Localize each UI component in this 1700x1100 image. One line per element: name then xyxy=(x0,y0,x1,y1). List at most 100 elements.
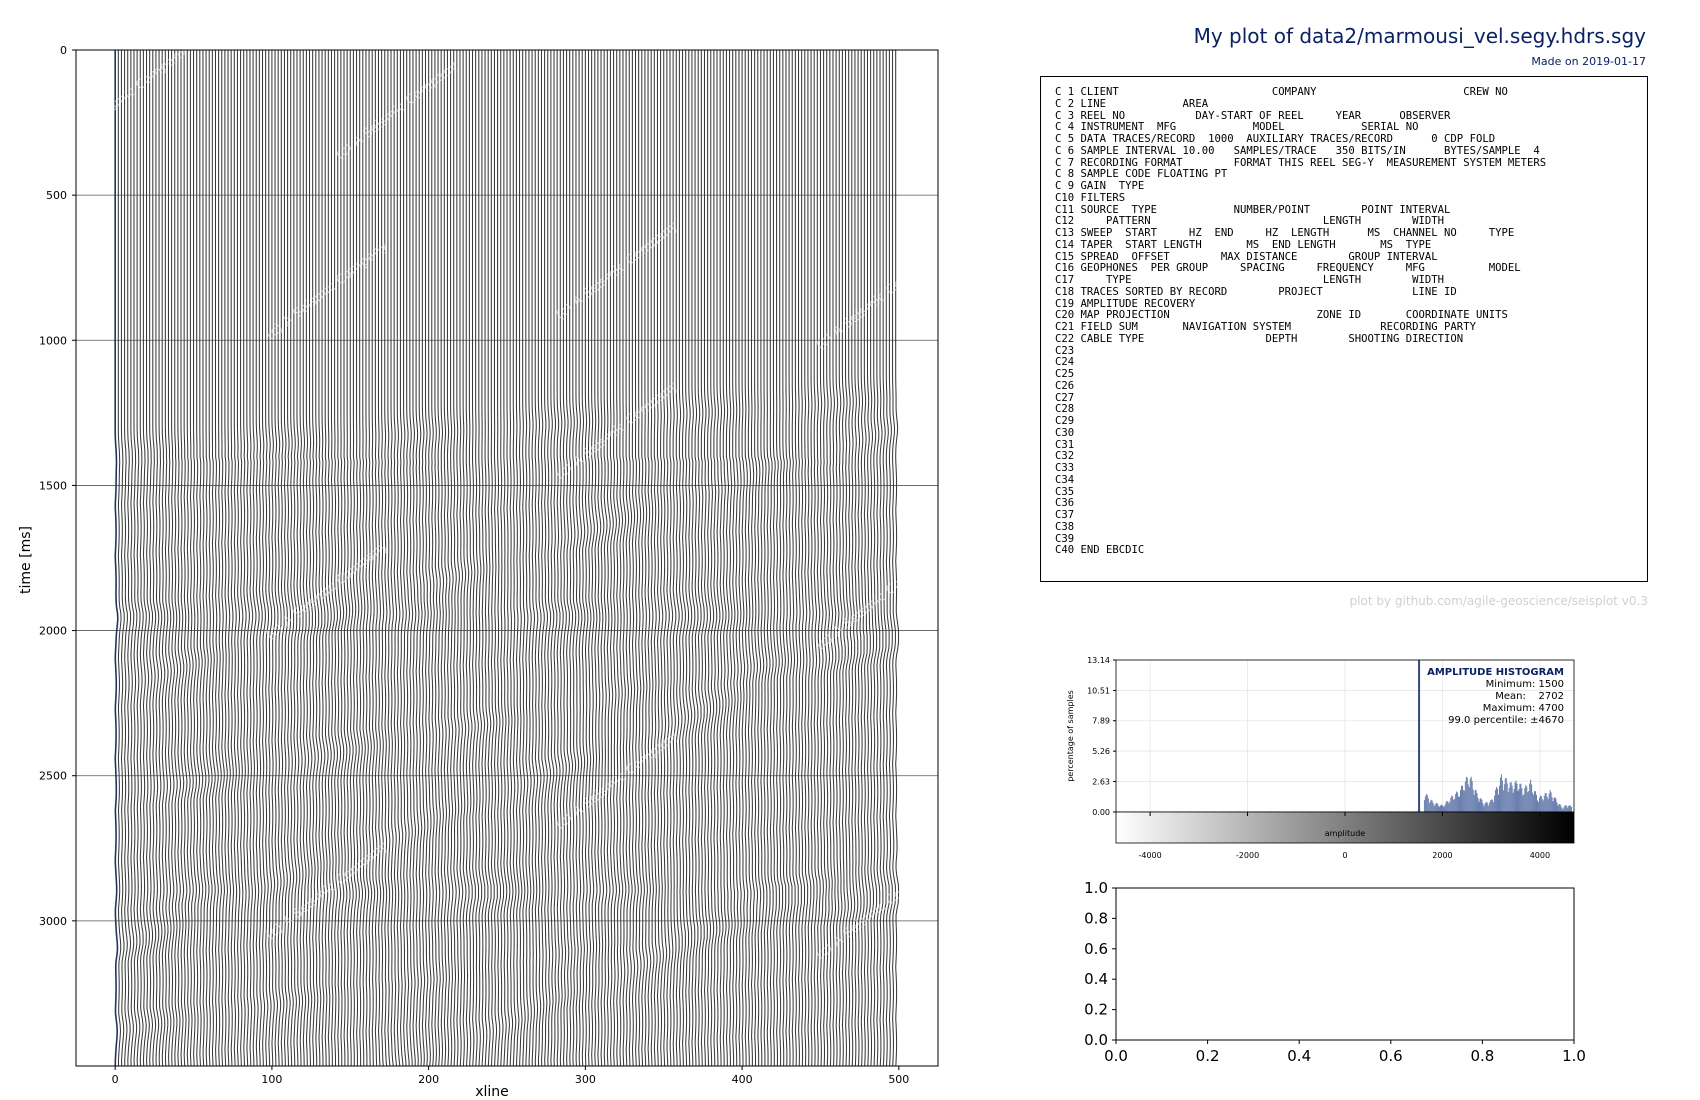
trace-line xyxy=(581,50,586,1066)
histogram-bar xyxy=(1437,804,1439,812)
trace-line xyxy=(305,50,310,1066)
trace-line xyxy=(142,50,147,1066)
histogram-bar xyxy=(1551,797,1553,812)
histogram-bar xyxy=(1497,788,1499,812)
trace-line xyxy=(261,50,266,1066)
trace-line xyxy=(562,50,567,1066)
histogram-bar xyxy=(1565,805,1567,812)
histogram-bar xyxy=(1438,806,1440,812)
trace-line xyxy=(738,50,742,1066)
y-tick-label: 3000 xyxy=(39,915,67,928)
trace-line xyxy=(594,50,599,1066)
trace-line xyxy=(167,50,172,1066)
trace-line xyxy=(164,50,169,1066)
trace-line xyxy=(760,50,765,1066)
histogram-bar xyxy=(1525,785,1527,812)
trace-line xyxy=(656,50,661,1066)
ebcdic-line: C37 xyxy=(1055,509,1075,521)
trace-line xyxy=(487,50,492,1066)
ebcdic-line: C21 FIELD SUM NAVIGATION SYSTEM RECORDIN… xyxy=(1055,321,1476,333)
y-tick-label: 0.00 xyxy=(1092,808,1110,817)
ebcdic-line: C30 xyxy=(1055,426,1075,439)
histogram-bar xyxy=(1512,792,1514,812)
histogram-bar xyxy=(1569,805,1571,812)
trace-line xyxy=(161,50,166,1066)
trace-line xyxy=(584,50,589,1066)
histogram-bar xyxy=(1518,789,1520,812)
trace-line xyxy=(500,50,505,1066)
histogram-bar xyxy=(1467,784,1469,812)
ebcdic-line: C13 SWEEP START HZ END HZ LENGTH MS CHAN… xyxy=(1055,227,1515,239)
histogram-bar xyxy=(1523,794,1525,812)
trace-line xyxy=(136,50,141,1066)
page-title: My plot of data2/marmousi_vel.segy.hdrs.… xyxy=(1193,24,1646,48)
histogram-bar xyxy=(1507,792,1509,812)
trace-line xyxy=(537,50,542,1066)
histogram-bar xyxy=(1530,779,1532,812)
ebcdic-line: C18 TRACES SORTED BY RECORD PROJECT LINE… xyxy=(1055,285,1457,298)
trace-line xyxy=(779,50,784,1066)
x-tick-label: 300 xyxy=(575,1073,596,1086)
histogram-bar xyxy=(1475,789,1477,812)
histogram-bar xyxy=(1514,782,1516,812)
ebcdic-line: C28 xyxy=(1055,403,1075,416)
trace-line xyxy=(124,50,128,1066)
histogram-bar xyxy=(1489,802,1491,812)
ebcdic-line: C20 MAP PROJECTION ZONE ID COORDINATE UN… xyxy=(1055,309,1508,322)
histogram-bar xyxy=(1470,776,1472,812)
ebcdic-line: C 9 GAIN TYPE xyxy=(1055,180,1145,192)
histogram-bar xyxy=(1541,799,1543,812)
histogram-bar xyxy=(1436,803,1438,812)
histogram-bar xyxy=(1552,801,1554,812)
histogram-bar xyxy=(1441,804,1443,812)
x-tick-label: -2000 xyxy=(1236,851,1259,860)
trace-line xyxy=(506,50,511,1066)
plot-frame xyxy=(1115,887,1575,1041)
y-axis-label: time [ms] xyxy=(18,526,34,594)
histogram-bar xyxy=(1511,785,1513,812)
trace-line xyxy=(841,50,846,1066)
histogram-bar xyxy=(1472,789,1474,812)
trace-line xyxy=(622,50,627,1066)
histogram-bar xyxy=(1423,800,1425,812)
trace-line xyxy=(669,50,674,1066)
trace-line xyxy=(465,50,470,1066)
trace-line xyxy=(443,50,448,1066)
trace-line xyxy=(387,50,391,1066)
histogram-bar xyxy=(1546,796,1548,812)
histogram-bar xyxy=(1496,787,1498,812)
trace-line xyxy=(512,50,517,1066)
trace-line xyxy=(371,50,376,1066)
histogram-bar xyxy=(1503,784,1505,812)
histogram-bar xyxy=(1548,793,1550,812)
histogram-bar xyxy=(1490,799,1492,812)
histogram-bar xyxy=(1522,795,1524,812)
histogram-bar xyxy=(1527,792,1529,812)
trace-line xyxy=(277,50,282,1066)
trace-line xyxy=(274,50,279,1066)
trace-line xyxy=(625,50,630,1066)
page-subtitle: Made on 2019-01-17 xyxy=(1531,55,1646,68)
trace-line xyxy=(754,50,759,1066)
trace-line xyxy=(609,50,614,1066)
trace-line xyxy=(744,50,749,1066)
trace-line xyxy=(819,50,824,1066)
trace-line xyxy=(240,50,244,1066)
histogram-bar xyxy=(1526,786,1528,812)
trace-line xyxy=(459,50,464,1066)
ebcdic-line: C11 SOURCE TYPE NUMBER/POINT POINT INTER… xyxy=(1055,203,1451,216)
trace-line xyxy=(346,50,351,1066)
trace-line xyxy=(540,50,545,1066)
trace-line xyxy=(424,50,429,1066)
trace-line xyxy=(290,50,295,1066)
trace-line xyxy=(556,50,561,1066)
trace-line xyxy=(544,50,548,1066)
trace-line xyxy=(719,50,724,1066)
trace-line xyxy=(587,50,592,1066)
y-tick-label: 2500 xyxy=(39,770,67,783)
empty-plot: 0.0 0.2 0.4 0.6 0.8 1.0 0.0 0.2 0.4 0.6 0.8 1.0 xyxy=(1084,879,1586,1065)
trace-line xyxy=(559,50,564,1066)
trace-line xyxy=(672,50,677,1066)
trace-line xyxy=(334,50,338,1066)
histogram-bar xyxy=(1504,778,1506,812)
